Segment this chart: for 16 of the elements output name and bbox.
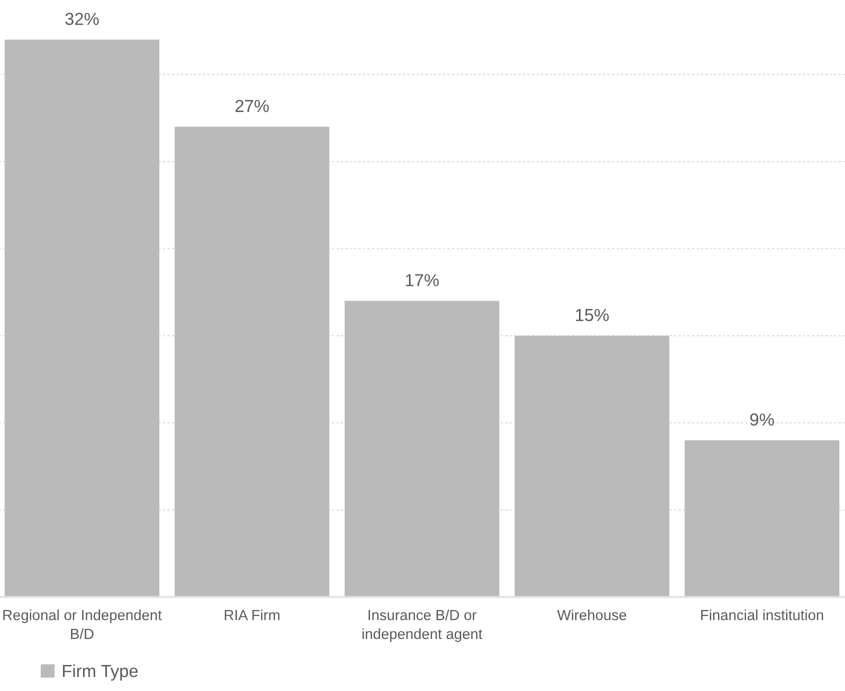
- x-tick-label: Financial institution: [701, 610, 824, 620]
- legend-label: Firm Type: [63, 664, 138, 681]
- data-label: 9%: [750, 413, 774, 426]
- bar: [174, 126, 330, 597]
- data-label: 32%: [65, 12, 99, 26]
- bar: [4, 40, 160, 597]
- bar: [684, 440, 840, 597]
- bar: [344, 300, 500, 597]
- x-tick-label: RIA Firm: [224, 610, 280, 620]
- bar: [514, 336, 670, 597]
- data-label: 17%: [406, 274, 439, 286]
- x-tick-label: Wirehouse: [557, 610, 626, 620]
- x-tick-label: Regional or Independent B/D: [3, 610, 162, 640]
- data-label: 15%: [576, 308, 609, 322]
- data-label: 27%: [236, 100, 269, 112]
- x-tick-label: Insurance B/D or independent agent: [362, 610, 482, 642]
